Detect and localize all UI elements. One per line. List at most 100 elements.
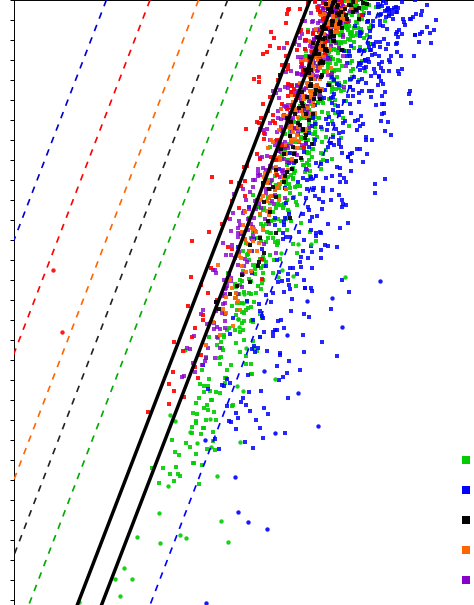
Point	[317, 10, 324, 20]
Point	[310, 38, 317, 48]
Point	[293, 130, 301, 140]
Point	[288, 100, 296, 110]
Point	[282, 140, 289, 149]
Point	[239, 185, 246, 194]
Point	[327, 26, 334, 36]
Point	[288, 307, 295, 316]
Point	[314, 50, 322, 59]
Point	[240, 162, 248, 172]
Point	[406, 15, 414, 24]
Point	[338, 2, 346, 12]
Point	[291, 37, 299, 47]
Point	[394, 33, 401, 42]
Point	[306, 111, 314, 120]
Point	[254, 169, 261, 178]
Point	[389, 9, 396, 19]
Point	[315, 26, 323, 36]
Point	[347, 156, 355, 166]
Point	[250, 74, 257, 84]
Point	[401, 21, 409, 30]
Point	[375, 59, 383, 68]
Point	[308, 92, 315, 102]
Point	[373, 37, 380, 47]
Point	[359, 11, 367, 21]
Point	[245, 201, 252, 211]
Point	[297, 56, 305, 66]
Point	[335, 136, 343, 145]
Point	[328, 63, 335, 73]
Point	[242, 267, 250, 276]
Point	[305, 36, 313, 46]
Point	[348, 73, 356, 82]
Point	[327, 30, 334, 39]
Point	[278, 150, 286, 160]
Point	[277, 315, 285, 324]
Point	[248, 246, 255, 256]
Point	[297, 92, 304, 102]
Point	[337, 16, 345, 26]
Point	[284, 155, 292, 165]
Point	[273, 135, 280, 145]
Point	[298, 70, 306, 80]
Point	[409, 12, 417, 22]
Point	[183, 343, 191, 353]
Point	[217, 517, 225, 526]
Point	[221, 298, 228, 307]
Point	[335, 80, 343, 90]
Point	[251, 175, 259, 185]
Point	[298, 99, 306, 108]
Point	[358, 24, 365, 34]
Point	[369, 21, 376, 31]
Point	[294, 69, 301, 79]
Point	[273, 155, 280, 165]
Point	[298, 152, 305, 162]
Point	[226, 289, 234, 299]
Point	[238, 307, 246, 316]
Point	[286, 148, 294, 158]
Point	[380, 66, 387, 76]
Point	[209, 317, 217, 327]
Point	[284, 5, 292, 15]
Point	[306, 227, 314, 237]
Point	[227, 275, 234, 284]
Point	[200, 310, 207, 319]
Point	[323, 46, 331, 56]
Point	[349, 11, 356, 21]
Point	[49, 265, 57, 275]
Point	[336, 65, 343, 74]
Point	[262, 168, 269, 177]
Point	[249, 236, 256, 246]
Point	[319, 37, 326, 47]
Point	[244, 214, 252, 223]
Point	[358, 10, 365, 20]
Point	[320, 8, 328, 18]
Point	[223, 401, 230, 411]
Point	[301, 126, 309, 136]
Point	[264, 409, 271, 419]
Point	[338, 0, 346, 7]
Point	[282, 193, 289, 203]
Point	[394, 47, 401, 57]
Point	[301, 85, 308, 95]
Point	[301, 67, 309, 77]
Point	[240, 261, 247, 271]
Point	[235, 203, 243, 213]
Point	[222, 373, 230, 382]
Point	[272, 169, 280, 179]
Point	[333, 79, 341, 89]
Point	[306, 57, 314, 67]
Point	[232, 293, 239, 302]
Point	[297, 57, 304, 67]
Point	[285, 149, 292, 159]
Point	[334, 55, 342, 65]
Point	[330, 89, 338, 99]
Point	[322, 11, 330, 21]
Point	[303, 135, 311, 145]
Point	[259, 278, 266, 287]
Point	[330, 67, 337, 76]
Point	[281, 214, 289, 223]
Point	[209, 428, 217, 437]
Point	[342, 62, 350, 71]
Point	[224, 537, 232, 546]
Point	[234, 223, 241, 233]
